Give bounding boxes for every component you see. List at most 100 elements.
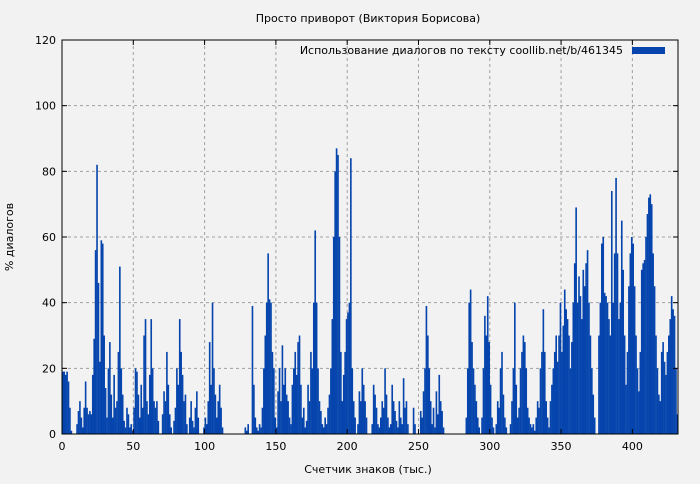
bar — [93, 338, 95, 434]
bar — [275, 427, 278, 434]
bar — [575, 207, 577, 434]
bar — [666, 351, 669, 434]
bar — [330, 368, 332, 434]
bar — [603, 292, 606, 434]
bar — [197, 417, 200, 434]
bar — [663, 361, 666, 434]
bar — [285, 394, 288, 434]
bar — [606, 302, 609, 434]
bar — [374, 394, 376, 434]
bar — [419, 411, 422, 434]
bar — [310, 351, 312, 434]
bar — [598, 335, 600, 434]
bar — [668, 335, 670, 434]
bar — [76, 424, 78, 434]
bar — [488, 342, 490, 434]
bar — [109, 342, 111, 434]
bar — [573, 263, 576, 434]
bar — [475, 401, 478, 434]
bar — [572, 302, 575, 434]
bar — [492, 427, 495, 434]
bar — [465, 417, 468, 434]
bar — [379, 417, 382, 434]
bar — [119, 266, 121, 434]
bar — [357, 424, 359, 434]
bar — [593, 417, 596, 434]
bar — [538, 407, 540, 434]
bar — [521, 351, 523, 434]
bar — [608, 319, 610, 434]
bar — [422, 391, 425, 434]
bar — [123, 420, 125, 434]
bar — [184, 394, 187, 434]
bar — [64, 374, 67, 434]
bar — [529, 424, 532, 434]
bar — [164, 401, 167, 434]
bar — [307, 384, 309, 434]
bar — [107, 368, 110, 434]
bar — [496, 401, 499, 434]
bar — [655, 335, 657, 434]
x-tick-label: 400 — [622, 440, 643, 453]
bar — [344, 351, 346, 434]
bar — [635, 335, 637, 434]
bar — [277, 391, 279, 434]
bar — [675, 368, 677, 434]
bar — [67, 381, 70, 434]
bar — [485, 335, 488, 434]
bar — [643, 259, 646, 434]
bar — [670, 296, 673, 434]
bar — [348, 302, 351, 434]
legend-swatch — [632, 47, 665, 54]
bar — [302, 407, 305, 434]
bar — [104, 388, 107, 434]
bar — [559, 302, 562, 434]
bar — [522, 335, 525, 434]
bar — [555, 335, 557, 434]
bar — [281, 345, 284, 434]
bar — [551, 384, 553, 434]
bar — [588, 302, 590, 434]
bar — [401, 424, 403, 434]
bar — [662, 342, 664, 434]
bar — [322, 427, 325, 434]
bar — [298, 335, 301, 434]
bar — [345, 319, 348, 434]
bar — [204, 417, 207, 434]
bar — [382, 407, 385, 434]
bar — [210, 384, 212, 434]
bar — [402, 378, 405, 434]
bar — [364, 401, 366, 434]
bar — [489, 384, 492, 434]
bar — [412, 407, 415, 434]
bar — [586, 250, 589, 434]
bar — [616, 253, 619, 434]
bar — [613, 253, 616, 434]
bar — [618, 319, 620, 434]
bar — [539, 368, 542, 434]
bar — [331, 319, 334, 434]
bar — [293, 368, 295, 434]
bar — [625, 384, 627, 434]
bar — [649, 194, 652, 434]
bar — [168, 414, 171, 434]
bar — [261, 407, 264, 434]
bar — [217, 401, 220, 434]
bar — [375, 407, 378, 434]
bar — [620, 220, 623, 434]
bar — [121, 394, 124, 434]
bar — [153, 401, 155, 434]
bar — [377, 424, 379, 434]
x-tick-label: 150 — [265, 440, 286, 453]
bar — [193, 427, 195, 434]
bar — [148, 374, 151, 434]
bar — [407, 424, 409, 434]
bar — [605, 296, 607, 434]
bar — [94, 250, 97, 434]
bar — [126, 407, 128, 434]
bar — [569, 368, 572, 434]
x-tick-label: 200 — [337, 440, 358, 453]
x-tick-label: 100 — [194, 440, 215, 453]
bar — [324, 417, 326, 434]
bar — [181, 374, 184, 434]
